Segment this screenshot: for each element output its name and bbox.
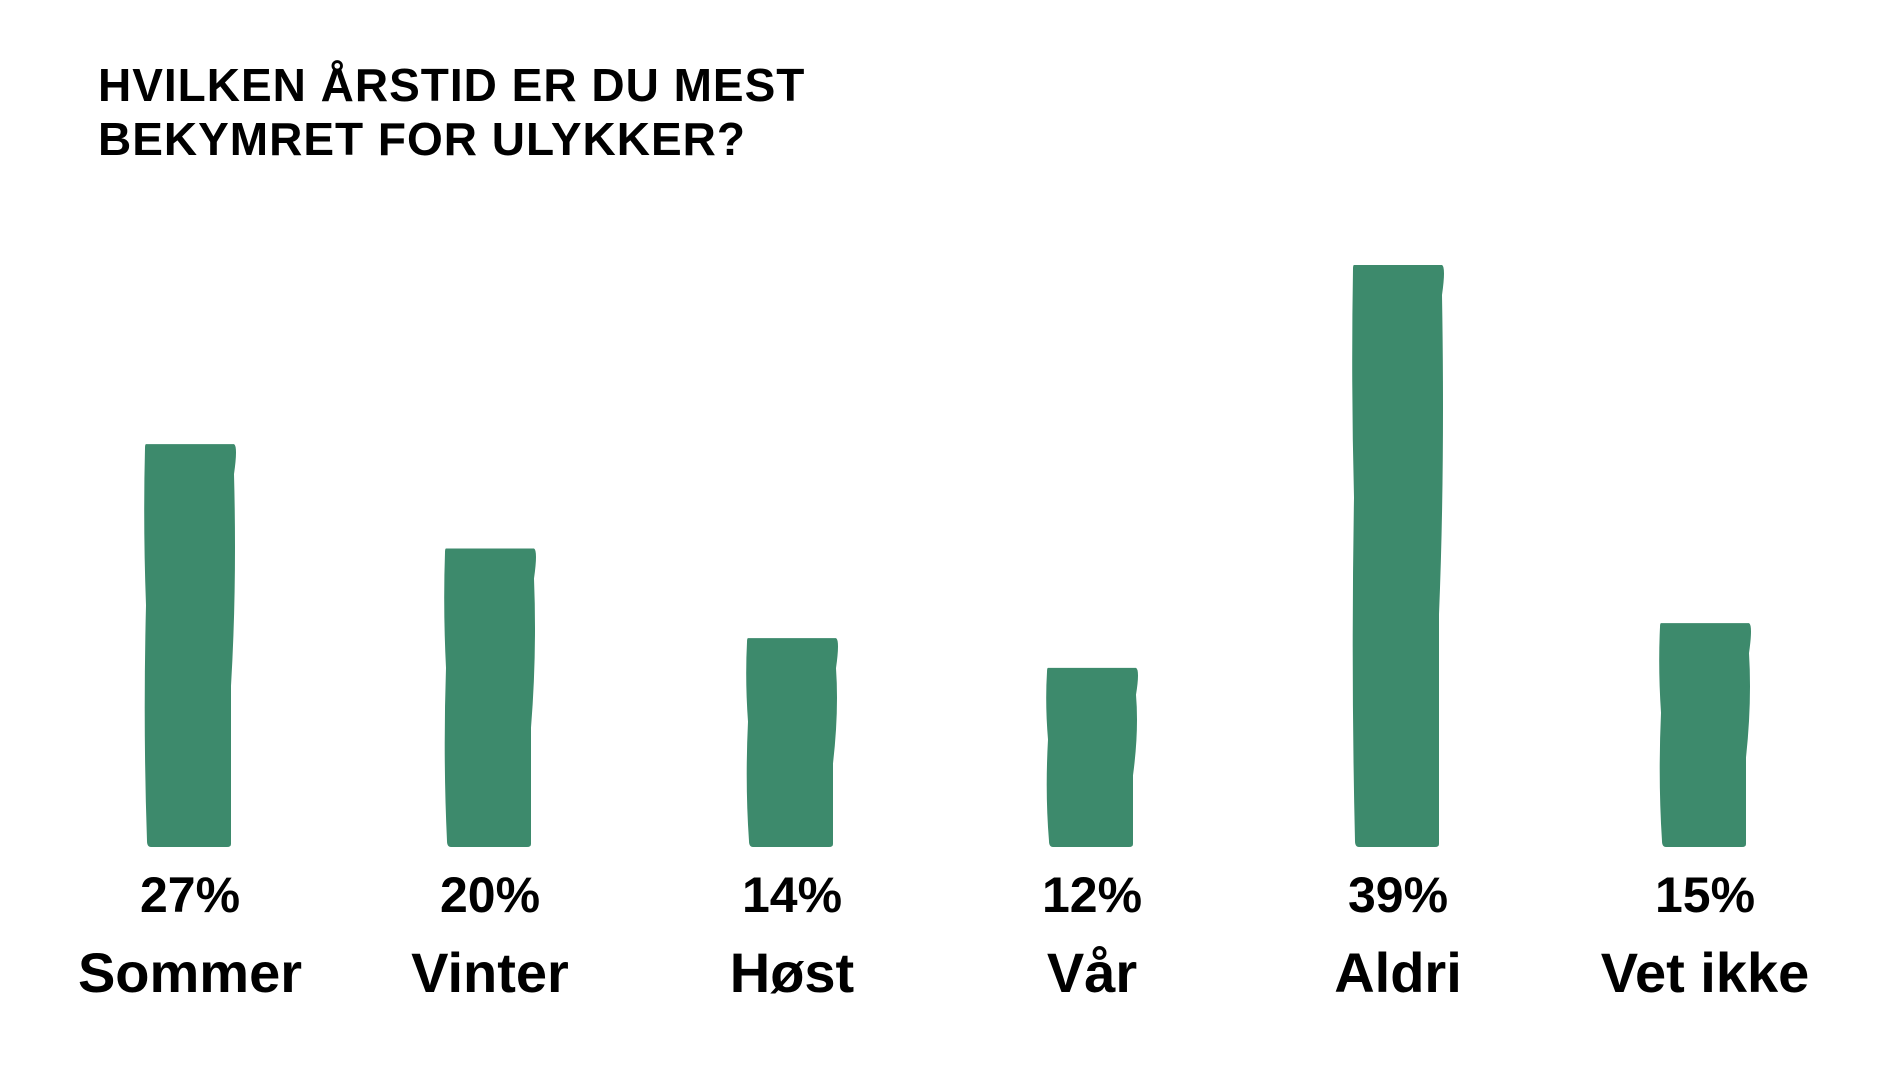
chart-title-line-2: BEKYMRET FOR ULYKKER?	[98, 113, 746, 165]
bar-aldri	[1352, 265, 1444, 847]
bar-host	[746, 638, 838, 847]
category-label-vet-ikke: Vet ikke	[1601, 941, 1810, 1004]
chart-title: HVILKEN ÅRSTID ER DU MEST BEKYMRET FOR U…	[98, 58, 805, 166]
bar-var	[1046, 667, 1138, 847]
bar-sommer	[144, 444, 236, 847]
bar-vet-ikke	[1659, 623, 1751, 847]
category-label-sommer: Sommer	[78, 941, 302, 1004]
category-label-var: Vår	[1047, 941, 1137, 1004]
value-label-vinter: 20%	[440, 867, 540, 923]
chart-title-line-1: HVILKEN ÅRSTID ER DU MEST	[98, 59, 806, 111]
category-label-aldri: Aldri	[1334, 941, 1462, 1004]
labels-group: 27% Sommer 20% Vinter 14% Høst 12% Vår 39% Aldri 1…	[78, 867, 1809, 1004]
category-label-vinter: Vinter	[411, 941, 569, 1004]
value-label-vet-ikke: 15%	[1655, 867, 1755, 923]
value-label-host: 14%	[742, 867, 842, 923]
bar-vinter	[444, 548, 536, 847]
value-label-aldri: 39%	[1348, 867, 1448, 923]
value-label-sommer: 27%	[140, 867, 240, 923]
value-label-var: 12%	[1042, 867, 1142, 923]
category-label-host: Høst	[730, 941, 854, 1004]
bars-group	[144, 265, 1751, 847]
